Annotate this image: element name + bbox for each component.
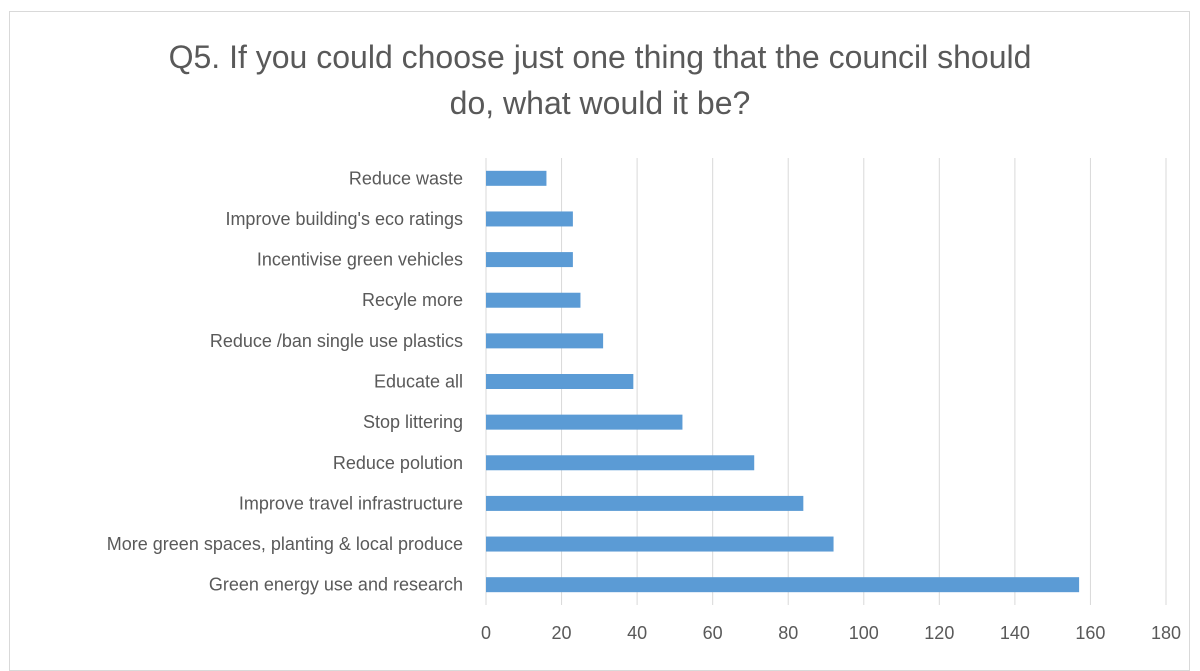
bar (486, 292, 581, 308)
chart-title: Q5. If you could choose just one thing t… (0, 34, 1200, 126)
bar (486, 455, 755, 471)
x-tick-label: 140 (1000, 623, 1030, 643)
x-tick-label: 60 (703, 623, 723, 643)
x-tick-label: 40 (627, 623, 647, 643)
chart-title-line-1: Q5. If you could choose just one thing t… (168, 39, 1032, 75)
category-label: Reduce polution (333, 453, 463, 473)
bar (486, 211, 573, 227)
bar (486, 374, 634, 389)
category-label: Improve travel infrastructure (239, 493, 463, 513)
category-labels: Reduce waste Improve building's eco ratin… (107, 168, 463, 594)
bar (486, 536, 834, 552)
bars (486, 170, 1080, 593)
category-label: More green spaces, planting & local prod… (107, 534, 463, 554)
bar-chart-plot: Reduce waste Improve building's eco ratin… (107, 158, 1181, 643)
x-tick-label: 20 (552, 623, 572, 643)
x-tick-label: 160 (1075, 623, 1105, 643)
category-label: Green energy use and research (209, 575, 463, 595)
category-label: Improve building's eco ratings (225, 209, 463, 229)
bar (486, 170, 547, 186)
gridlines (485, 158, 1167, 605)
x-tick-label: 180 (1151, 623, 1181, 643)
category-label: Recyle more (362, 290, 463, 310)
chart-title-line-2: do, what would it be? (449, 85, 751, 121)
bar (486, 414, 683, 430)
category-label: Stop littering (363, 412, 463, 432)
x-tick-label: 100 (849, 623, 879, 643)
bar (486, 333, 604, 349)
x-tick-label: 120 (924, 623, 954, 643)
x-tick-label: 80 (778, 623, 798, 643)
bar (486, 577, 1080, 593)
category-label: Reduce /ban single use plastics (210, 331, 463, 351)
category-label: Educate all (374, 372, 463, 392)
bar (486, 495, 804, 511)
category-label: Incentivise green vehicles (257, 250, 463, 270)
category-label: Reduce waste (349, 168, 463, 188)
x-tick-label: 0 (481, 623, 491, 643)
x-axis-tick-labels: 0 20 40 60 80 100 120 140 160 180 (481, 623, 1181, 643)
bar (486, 252, 573, 268)
